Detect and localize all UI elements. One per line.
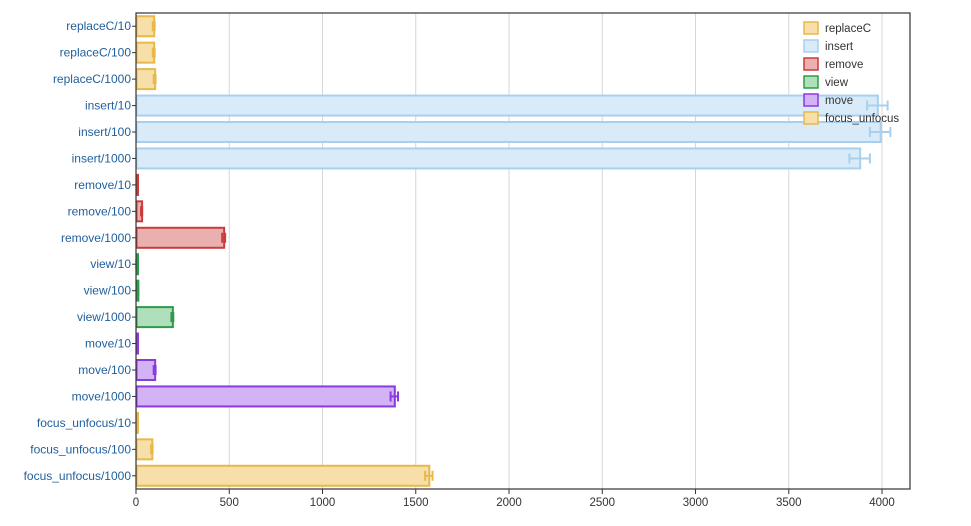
category-label: move/10 <box>85 337 131 351</box>
category-label: move/1000 <box>72 389 132 403</box>
legend-label-focus-unfocus: focus_unfocus <box>825 113 899 125</box>
legend: replaceC insert remove view move focus_unfocu… <box>803 21 899 125</box>
bar-replacec-10 <box>135 15 156 38</box>
category-label: replaceC/100 <box>60 46 132 60</box>
category-label: view/10 <box>90 257 131 271</box>
bar-replacec-1000 <box>135 68 157 91</box>
bar-move-1000 <box>135 385 396 408</box>
category-label: replaceC/1000 <box>53 72 131 86</box>
bar-move-100 <box>135 359 157 381</box>
category-label: view/1000 <box>77 310 131 324</box>
category-label: focus_unfocus/100 <box>30 442 131 456</box>
bar-focus-unfocus-100 <box>135 438 154 461</box>
x-tick-label: 2500 <box>589 497 615 509</box>
legend-swatch-insert <box>803 39 819 53</box>
category-label: remove/100 <box>68 204 132 218</box>
legend-label-insert: insert <box>825 41 854 53</box>
legend-label-view: view <box>825 77 849 89</box>
bar-view-1000 <box>135 306 174 329</box>
legend-label-move: move <box>825 95 853 107</box>
bar-insert-10 <box>135 94 879 117</box>
category-labels: replaceC/10 replaceC/100 replaceC/1000 inse… <box>24 19 136 483</box>
x-tick-label: 3000 <box>683 497 709 509</box>
category-label: insert/100 <box>78 125 131 139</box>
bars <box>135 15 892 487</box>
legend-swatch-replacec <box>803 21 819 35</box>
x-tick-labels: 0 500 1000 1500 2000 2500 3000 3500 4000 <box>133 489 895 509</box>
legend-label-remove: remove <box>825 59 863 71</box>
bar-remove-1000 <box>135 226 226 249</box>
legend-swatch-move <box>803 93 819 107</box>
bar-focus-unfocus-1000 <box>135 464 431 487</box>
category-label: insert/10 <box>85 99 131 113</box>
category-label: replaceC/10 <box>66 19 131 33</box>
bar-replacec-100 <box>135 41 156 64</box>
category-label: remove/10 <box>74 178 131 192</box>
x-tick-label: 4000 <box>869 497 895 509</box>
x-tick-label: 2000 <box>496 497 522 509</box>
bar-insert-100 <box>135 121 882 143</box>
legend-swatch-remove <box>803 57 819 71</box>
legend-swatch-view <box>803 75 819 89</box>
x-tick-label: 3500 <box>776 497 802 509</box>
category-label: insert/1000 <box>72 151 132 165</box>
bar-insert-1000 <box>135 147 862 170</box>
category-label: view/100 <box>84 284 132 298</box>
x-tick-label: 1000 <box>310 497 336 509</box>
plot-frame <box>135 12 911 490</box>
category-label: remove/1000 <box>61 231 131 245</box>
legend-label-replacec: replaceC <box>825 23 871 35</box>
x-tick-label: 1500 <box>403 497 429 509</box>
category-label: focus_unfocus/10 <box>37 416 131 430</box>
category-label: focus_unfocus/1000 <box>24 469 132 483</box>
category-label: move/100 <box>78 363 131 377</box>
grid-lines <box>228 13 883 489</box>
legend-swatch-focus-unfocus <box>803 111 819 125</box>
x-tick-label: 0 <box>133 497 139 509</box>
x-tick-label: 500 <box>220 497 239 509</box>
